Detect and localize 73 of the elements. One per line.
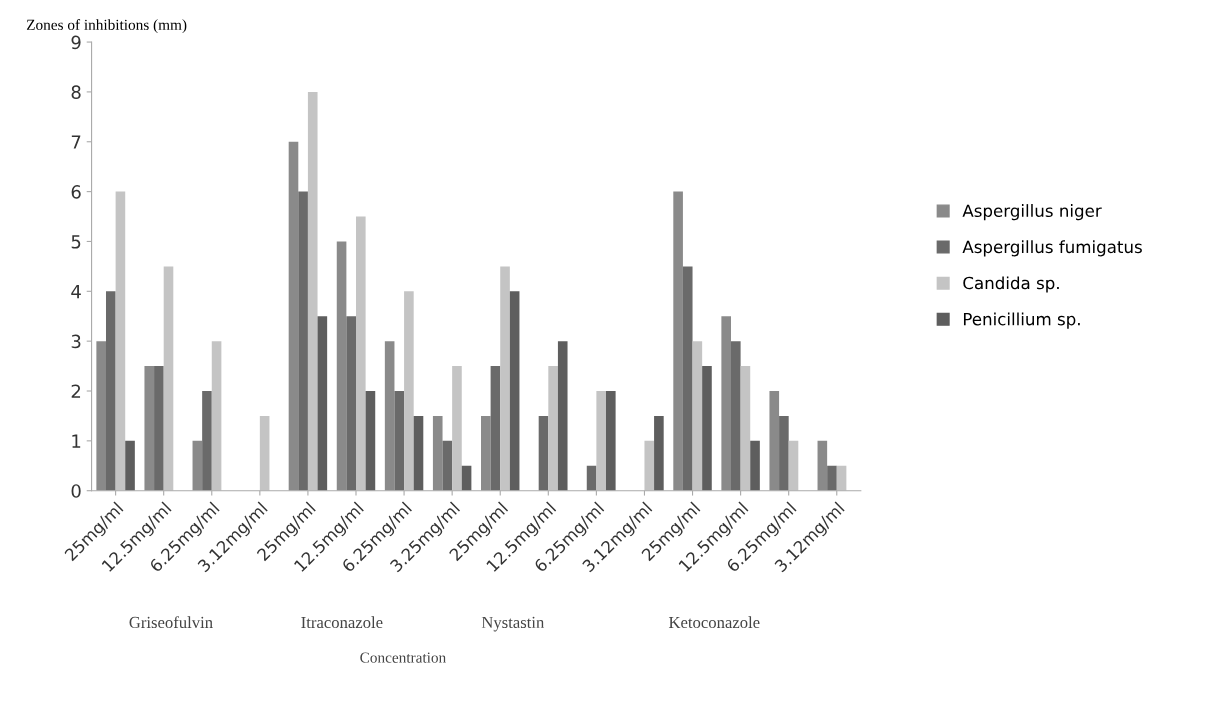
bar [490,366,501,491]
bar [788,440,799,491]
bar [163,266,174,491]
bar [288,141,299,491]
y-tick-label: 6 [71,185,81,199]
bar [432,415,443,491]
bar [202,391,212,491]
bar [606,391,616,491]
bar [346,316,356,491]
bar [731,341,741,491]
bar [692,341,703,491]
bar [740,366,751,491]
bar [106,291,116,491]
y-tick-label: 7 [71,135,81,149]
y-tick-label: 4 [71,285,81,299]
bar [769,391,780,491]
bar [413,415,424,491]
bar [365,391,376,491]
bar [317,316,328,491]
legend-label: Candida sp. [963,276,1059,293]
text: Itraconazole [301,616,383,629]
bar [500,266,510,491]
bar [557,341,568,491]
bar [654,415,664,491]
bar [750,440,760,491]
bar [596,391,606,491]
text: Griseofulvin [129,616,213,629]
bar [115,191,126,491]
text: Nystastin [481,616,545,632]
bar [452,366,462,491]
bar [702,366,712,491]
bar [259,415,270,491]
bar [125,440,135,491]
bar [673,191,683,491]
bar [509,291,520,491]
y-tick-label: 1 [72,434,81,448]
bar [442,440,453,491]
legend-label: Aspergillus fumigatus [962,240,1142,257]
y-tick-label: 2 [71,384,81,398]
bar [682,266,693,491]
bar [548,366,558,491]
bar [721,316,731,491]
bar [144,366,155,491]
bar [779,415,789,491]
legend-label: Penicillium sp. [963,312,1080,329]
y-tick-label: 8 [71,85,81,100]
bar [307,91,318,491]
text: Concentration [360,652,446,663]
bar [298,191,308,491]
bar [192,440,203,491]
y-tick-label: 5 [71,235,81,249]
bar [817,440,828,491]
y-tick-label: 9 [71,35,81,50]
bar [404,291,414,491]
bar [154,366,164,491]
bar [356,216,366,491]
bar [481,415,491,491]
bar [96,341,106,491]
bar [827,465,837,491]
bar [384,341,395,491]
bar [394,391,405,491]
bar [836,465,847,491]
bar [211,341,222,491]
bar [461,465,472,491]
y-tick-label: 0 [71,484,81,498]
bar [336,241,347,491]
text: Ketoconazole [668,616,760,629]
y-tick-label: 3 [71,334,81,349]
y-axis-title: Zones of inhibitions (mm) [26,19,187,34]
bar [586,465,597,491]
legend-label: Aspergillus niger [962,204,1102,221]
bar [644,440,655,491]
bar [538,415,549,491]
